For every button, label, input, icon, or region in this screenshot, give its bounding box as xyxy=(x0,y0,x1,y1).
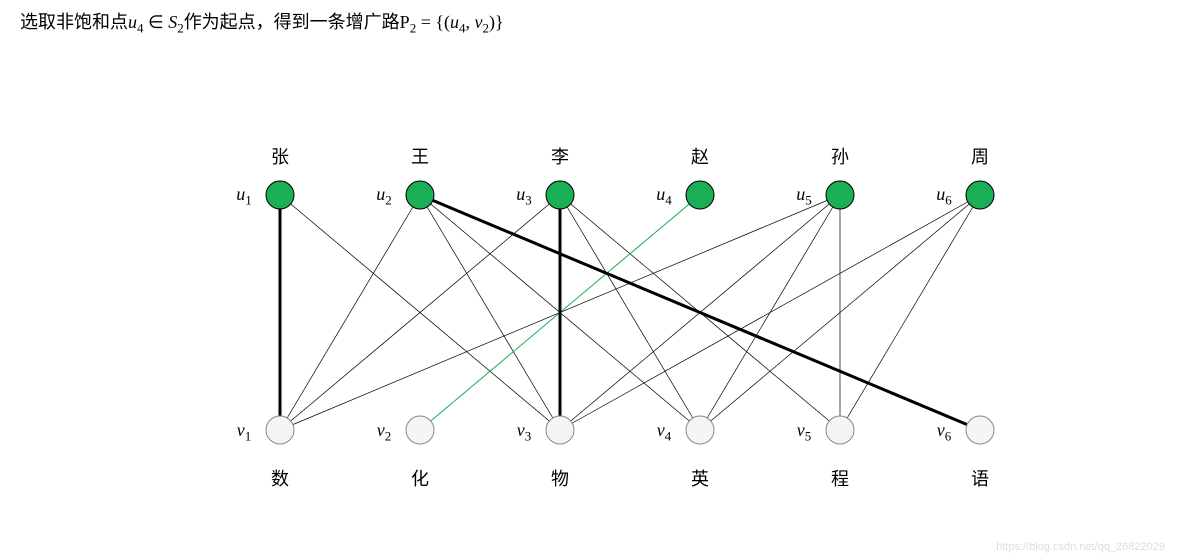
node-u1 xyxy=(266,181,294,209)
node-v6 xyxy=(966,416,994,444)
top-name-3: 李 xyxy=(551,143,569,169)
edge xyxy=(420,195,980,430)
bot-name-3: 物 xyxy=(551,465,569,491)
edge xyxy=(560,195,700,430)
top-name-5: 孙 xyxy=(831,143,849,169)
v-label-3: v3 xyxy=(517,420,532,445)
edge xyxy=(560,195,980,430)
bot-name-5: 程 xyxy=(831,465,849,491)
bot-name-6: 语 xyxy=(971,465,989,491)
bot-name-2: 化 xyxy=(411,465,429,491)
bipartite-graph xyxy=(0,0,1177,557)
node-u2 xyxy=(406,181,434,209)
v-label-1: v1 xyxy=(237,420,252,445)
node-u5 xyxy=(826,181,854,209)
u-label-4: u4 xyxy=(656,184,672,209)
node-v1 xyxy=(266,416,294,444)
v-label-4: v4 xyxy=(657,420,672,445)
bot-name-4: 英 xyxy=(691,465,709,491)
u-label-1: u1 xyxy=(236,184,252,209)
top-name-4: 赵 xyxy=(691,143,709,169)
v-label-5: v5 xyxy=(797,420,812,445)
top-name-1: 张 xyxy=(271,143,289,169)
edge xyxy=(280,195,420,430)
u-label-2: u2 xyxy=(376,184,392,209)
u-label-5: u5 xyxy=(796,184,812,209)
watermark: https://blog.csdn.net/qq_26822029 xyxy=(996,541,1165,553)
top-name-6: 周 xyxy=(971,143,989,169)
u-label-3: u3 xyxy=(516,184,532,209)
edge xyxy=(420,195,560,430)
v-label-2: v2 xyxy=(377,420,392,445)
node-v4 xyxy=(686,416,714,444)
top-name-2: 王 xyxy=(411,143,429,169)
node-v3 xyxy=(546,416,574,444)
node-v5 xyxy=(826,416,854,444)
bot-name-1: 数 xyxy=(271,465,289,491)
edge xyxy=(840,195,980,430)
node-v2 xyxy=(406,416,434,444)
node-u4 xyxy=(686,181,714,209)
v-label-6: v6 xyxy=(937,420,952,445)
node-u6 xyxy=(966,181,994,209)
node-u3 xyxy=(546,181,574,209)
u-label-6: u6 xyxy=(936,184,952,209)
